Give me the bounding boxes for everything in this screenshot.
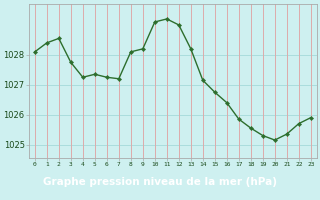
- Text: Graphe pression niveau de la mer (hPa): Graphe pression niveau de la mer (hPa): [43, 177, 277, 187]
